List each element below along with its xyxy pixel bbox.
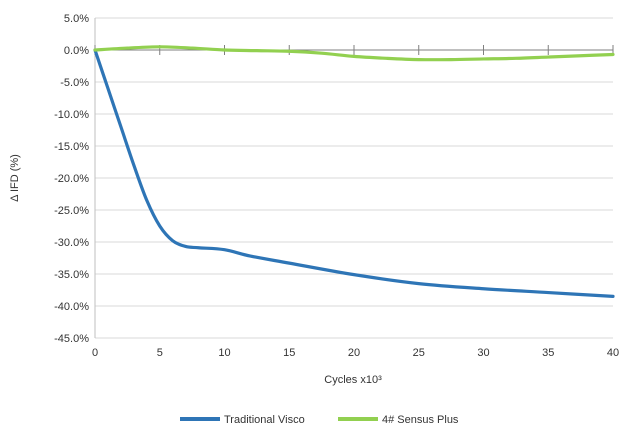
- y-tick-label: -40.0%: [54, 301, 89, 313]
- series-line-traditional-visco: [93, 48, 615, 298]
- y-tick-label: -25.0%: [54, 205, 89, 217]
- tick-labels: 5.0% 0.0% -5.0% -10.0% -15.0% -20.0% -25.0% -30…: [54, 13, 619, 359]
- y-tick-label: -20.0%: [54, 173, 89, 185]
- y-axis-title: Δ IFD (%): [9, 154, 21, 202]
- series-line-sensus-plus: [93, 45, 615, 62]
- y-tick-label: -30.0%: [54, 237, 89, 249]
- y-tick-label: -5.0%: [60, 77, 89, 89]
- x-tick-label: 25: [413, 347, 425, 359]
- legend-label-sensus-plus: 4# Sensus Plus: [382, 414, 459, 426]
- y-tick-label: -10.0%: [54, 109, 89, 121]
- y-tick-label: -45.0%: [54, 333, 89, 345]
- x-tick-label: 5: [157, 347, 163, 359]
- gridlines: [95, 17, 613, 339]
- y-tick-label: 0.0%: [64, 45, 89, 57]
- legend: Traditional Visco 4# Sensus Plus: [180, 414, 459, 426]
- x-tick-label: 30: [477, 347, 489, 359]
- y-tick-label: -35.0%: [54, 269, 89, 281]
- x-tick-label: 40: [607, 347, 619, 359]
- x-tick-label: 15: [283, 347, 295, 359]
- series-lines: [93, 45, 615, 298]
- x-tick-label: 20: [348, 347, 360, 359]
- y-tick-label: 5.0%: [64, 13, 89, 25]
- x-tick-label: 0: [92, 347, 98, 359]
- legend-label-traditional-visco: Traditional Visco: [224, 414, 305, 426]
- y-tick-label: -15.0%: [54, 141, 89, 153]
- x-tick-label: 35: [542, 347, 554, 359]
- x-axis-title: Cycles x10³: [324, 374, 382, 386]
- x-tick-label: 10: [218, 347, 230, 359]
